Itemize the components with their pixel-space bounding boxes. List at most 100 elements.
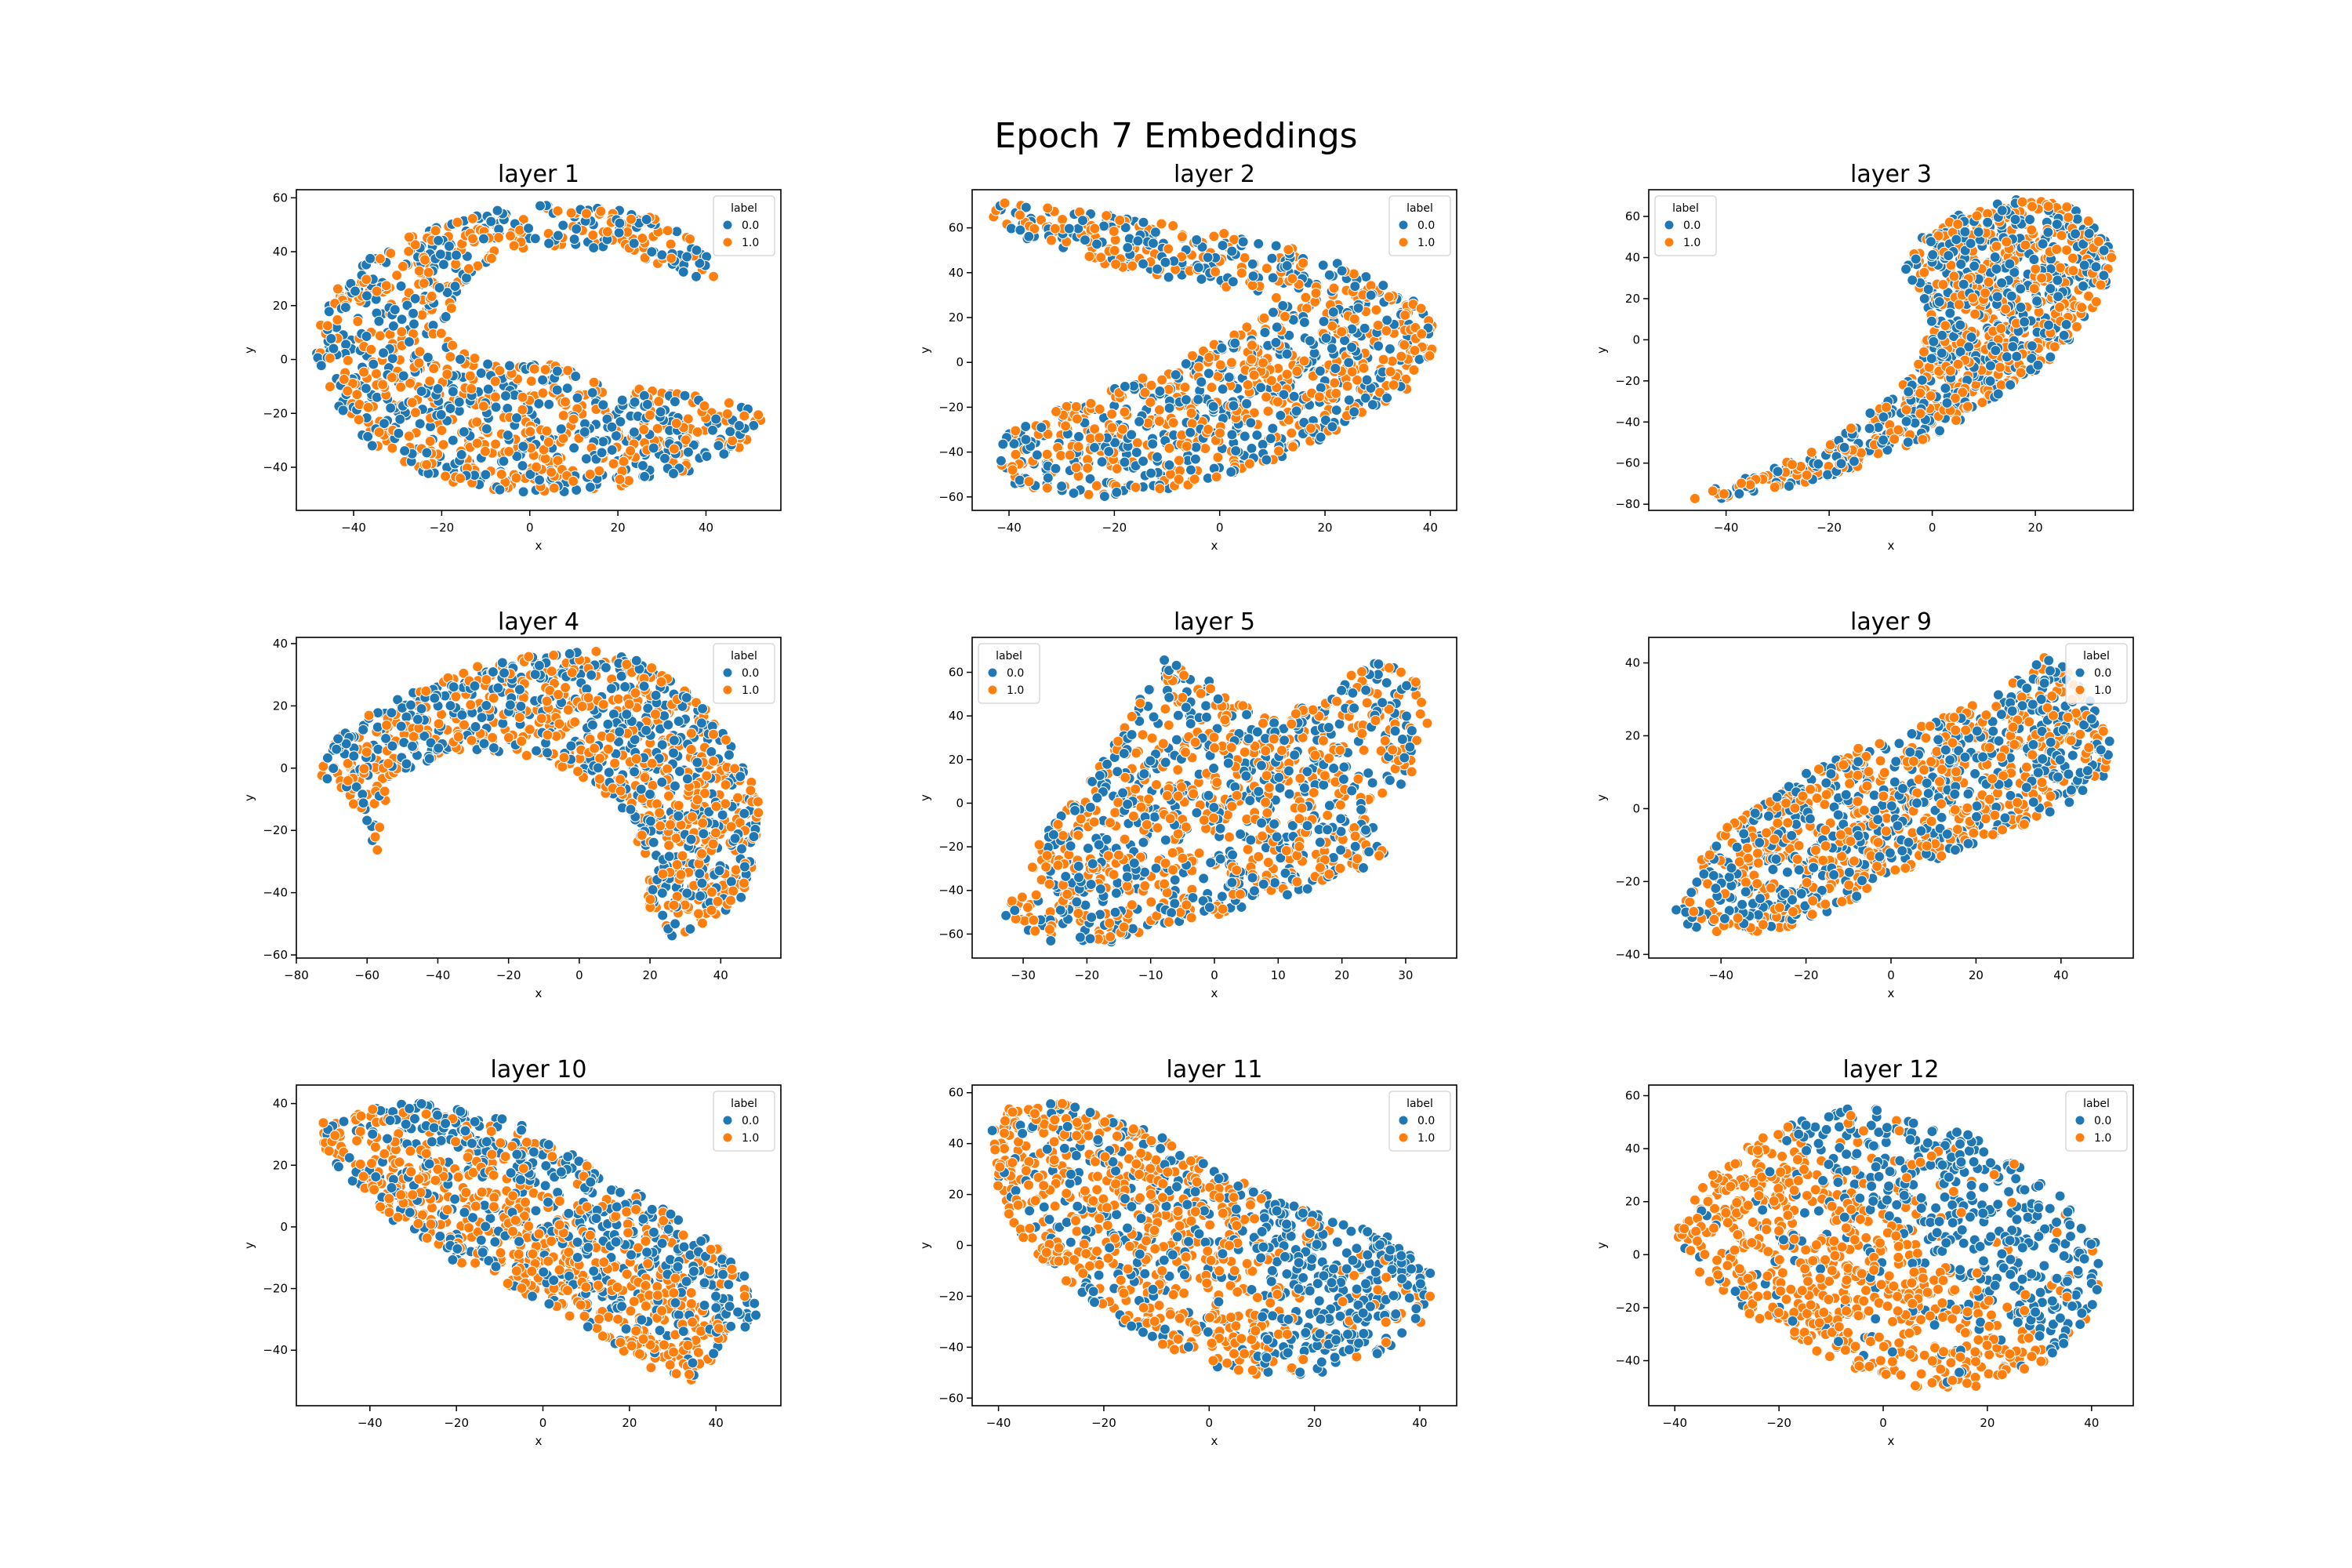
scatter-points (316, 645, 764, 942)
scatter-point (351, 389, 363, 401)
scatter-point (1196, 376, 1207, 388)
scatter-point (1980, 287, 1991, 299)
scatter-point (424, 376, 436, 387)
scatter-point (2026, 201, 2038, 212)
scatter-point (321, 752, 333, 764)
scatter-point (566, 666, 578, 678)
x-tick-label: 20 (643, 968, 658, 982)
scatter-point (523, 651, 535, 662)
scatter-point (608, 458, 619, 470)
scatter-point (691, 793, 703, 806)
y-tick-label: −40 (1615, 415, 1640, 429)
scatter-point (394, 413, 406, 425)
scatter-point (710, 413, 722, 425)
scatter-point (1913, 358, 1925, 370)
scatter-point (450, 249, 463, 261)
scatter-point (2042, 319, 2055, 331)
scatter-point (580, 208, 593, 220)
scatter-point (642, 702, 654, 714)
scatter-point (380, 732, 392, 744)
scatter-point (641, 724, 652, 736)
scatter-point (548, 649, 560, 661)
scatter-point (539, 364, 551, 376)
scatter-point (2082, 215, 2094, 227)
scatter-point (488, 692, 499, 704)
scatter-point (735, 771, 746, 782)
scatter-point (2070, 228, 2082, 240)
scatter-point (2011, 350, 2023, 362)
scatter-point (1132, 235, 1144, 247)
scatter-point (2007, 341, 2019, 353)
scatter-point (543, 238, 555, 249)
scatter-point (1185, 407, 1197, 419)
scatter-point (2054, 301, 2066, 313)
scatter-point (644, 894, 656, 906)
scatter-point (1050, 405, 1062, 418)
legend-marker-0.0 (1664, 220, 1675, 230)
scatter-point (1270, 240, 1282, 252)
scatter-point (374, 822, 386, 833)
scatter-point (1976, 397, 1988, 408)
scatter-point (1689, 492, 1700, 504)
scatter-point (655, 676, 667, 688)
scatter-point (1236, 267, 1247, 279)
scatter-point (1305, 423, 1317, 434)
scatter-point (1246, 442, 1258, 454)
scatter-point (630, 655, 642, 666)
legend-title: label (731, 202, 757, 215)
scatter-point (466, 383, 477, 394)
scatter-point (701, 770, 713, 782)
scatter-point (2083, 227, 2095, 239)
scatter-point (1119, 456, 1131, 468)
scatter-point (362, 430, 374, 442)
scatter-point (667, 467, 680, 480)
scatter-point (432, 383, 444, 395)
scatter-point (1267, 272, 1279, 284)
scatter-point (430, 225, 441, 237)
scatter-point (387, 320, 399, 332)
scatter-point (510, 412, 523, 424)
x-tick-label: 40 (699, 521, 713, 535)
scatter-point (1421, 717, 1433, 729)
scatter-point (479, 445, 491, 457)
scatter-point (1424, 350, 1436, 361)
scatter-point (652, 423, 663, 434)
scatter-point (673, 765, 685, 777)
scatter-point (692, 908, 704, 920)
scatter-point (1948, 270, 1960, 282)
scatter-point (580, 453, 592, 465)
scatter-point (1210, 471, 1222, 483)
scatter-point (1949, 392, 1961, 405)
scatter-point (1385, 366, 1396, 378)
scatter-point (365, 252, 376, 264)
scatter-point (1328, 282, 1340, 294)
scatter-point (995, 455, 1007, 466)
y-tick-label: 60 (949, 221, 964, 235)
scatter-point (691, 757, 703, 768)
scatter-point (1314, 365, 1326, 377)
scatter-point (487, 666, 499, 678)
x-tick-label: 0 (1929, 521, 1936, 535)
scatter-point (696, 848, 708, 859)
scatter-point (470, 720, 481, 733)
scatter-point (1239, 430, 1250, 442)
scatter-point (656, 887, 668, 899)
x-tick-label: 0 (575, 968, 583, 982)
scatter-point (1111, 486, 1123, 498)
scatter-point (324, 381, 336, 393)
scatter-point (1346, 341, 1358, 354)
scatter-point (1958, 278, 1969, 290)
scatter-point (413, 357, 425, 369)
scatter-point (1258, 312, 1270, 324)
scatter-point (525, 376, 537, 387)
scatter-point (1185, 426, 1196, 438)
scatter-point (707, 838, 719, 850)
scatter-point (1278, 389, 1290, 401)
scatter-point (738, 877, 750, 889)
scatter-point (406, 740, 419, 752)
x-axis-label: x (535, 986, 543, 1000)
scatter-point (720, 798, 731, 810)
scatter-point (621, 709, 633, 720)
y-axis-label: y (918, 347, 932, 354)
scatter-point (1147, 438, 1159, 450)
